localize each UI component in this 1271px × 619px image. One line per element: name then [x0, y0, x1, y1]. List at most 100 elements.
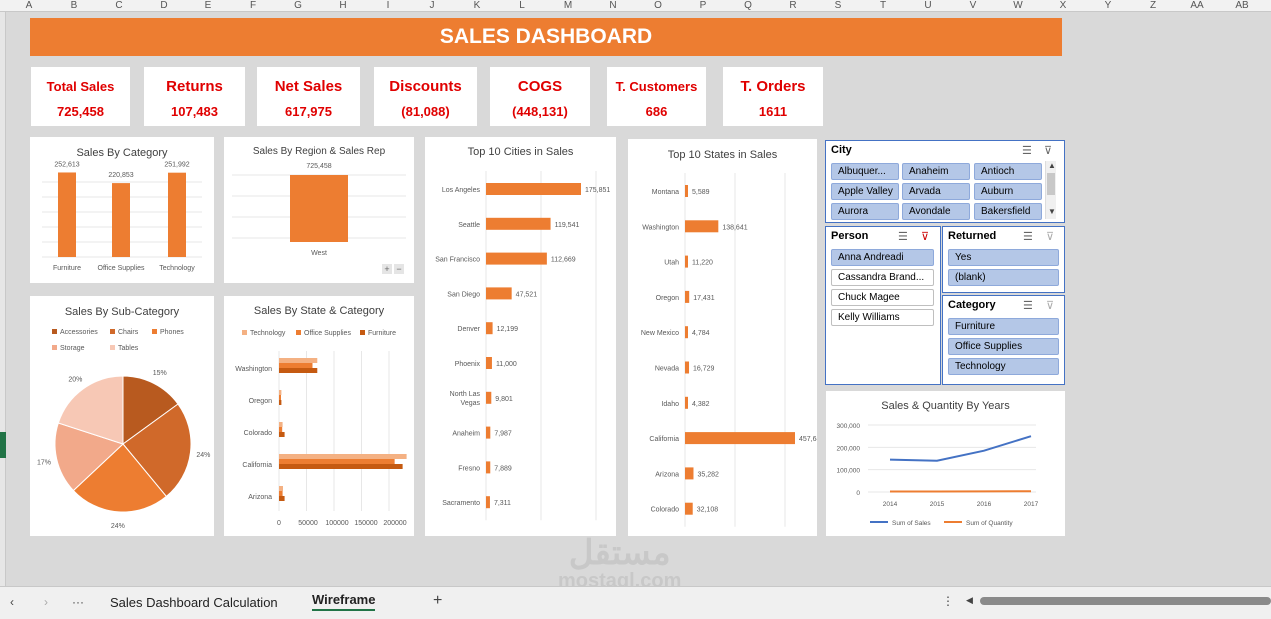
- scroll-down-icon[interactable]: ▼: [1048, 207, 1056, 216]
- column-header[interactable]: O: [654, 0, 662, 11]
- sales-by-subcategory-card[interactable]: Sales By Sub-Category Accessories Chairs P…: [30, 296, 214, 536]
- scroll-thumb[interactable]: [1047, 173, 1055, 195]
- kpi-value: (448,131): [512, 104, 568, 119]
- options-icon[interactable]: ⋮: [942, 594, 954, 608]
- tick-label: Arizona: [248, 494, 272, 501]
- sales-by-state-category-card[interactable]: Sales By State & Category Technology Offi…: [224, 296, 414, 536]
- tab-wireframe[interactable]: Wireframe: [312, 592, 376, 611]
- scroll-up-icon[interactable]: ▲: [1048, 161, 1056, 170]
- column-header[interactable]: I: [386, 0, 390, 11]
- slicer-item[interactable]: Auburn: [974, 183, 1042, 200]
- tab-sales-dashboard-calculation[interactable]: Sales Dashboard Calculation: [110, 595, 278, 610]
- slicer-item[interactable]: Office Supplies: [948, 338, 1059, 355]
- slicer-item[interactable]: Technology: [948, 358, 1059, 375]
- column-header[interactable]: F: [249, 0, 257, 11]
- tick-label: Anaheim: [452, 431, 480, 438]
- slicer-item[interactable]: Antioch: [974, 163, 1042, 180]
- top-states-card[interactable]: Top 10 States in Sales Montana 5,589 Washi…: [628, 139, 817, 536]
- data-label: 4,784: [692, 330, 710, 337]
- next-sheet-icon[interactable]: ›: [44, 595, 48, 609]
- bar: [685, 432, 795, 445]
- column-header[interactable]: Z: [1149, 0, 1157, 11]
- tick-label: 150000: [354, 520, 377, 527]
- slicer-item[interactable]: Chuck Magee: [831, 289, 934, 306]
- category-slicer[interactable]: Category ☰ ⊽ Furniture Office Supplies Tec…: [942, 295, 1065, 385]
- sales-quantity-years-chart: 0 100,000 200,000 300,000 2014 2015 2016 2017 Su…: [837, 423, 1039, 527]
- column-header[interactable]: B: [70, 0, 78, 11]
- bar: [58, 172, 76, 257]
- bar: [685, 326, 688, 339]
- slicer-item[interactable]: Arvada: [902, 183, 970, 200]
- column-header[interactable]: N: [609, 0, 617, 11]
- expand-button[interactable]: +: [382, 264, 392, 274]
- column-header[interactable]: AB: [1235, 0, 1249, 11]
- column-header[interactable]: P: [699, 0, 707, 11]
- sales-by-region-card[interactable]: Sales By Region & Sales Rep 725,458 West …: [224, 137, 414, 283]
- column-header[interactable]: Q: [744, 0, 752, 11]
- column-header[interactable]: E: [204, 0, 212, 11]
- clear-filter-icon[interactable]: ⊽: [1046, 300, 1055, 312]
- bar: [486, 252, 547, 265]
- data-label: 16,729: [693, 366, 715, 373]
- column-headers: A B C D E F G H I J K L M N O P Q R S T U V W X Y Z AA AB: [0, 0, 1271, 12]
- column-header[interactable]: K: [473, 0, 481, 11]
- tick-label: San Francisco: [435, 257, 480, 264]
- bar: [279, 491, 283, 496]
- prev-sheet-icon[interactable]: ‹: [10, 595, 14, 609]
- horizontal-scrollbar[interactable]: [980, 597, 1271, 605]
- column-header[interactable]: J: [429, 0, 435, 11]
- multi-select-icon[interactable]: ☰: [1023, 300, 1033, 312]
- column-header[interactable]: V: [969, 0, 977, 11]
- column-header[interactable]: D: [160, 0, 168, 11]
- returned-slicer[interactable]: Returned ☰ ⊽ Yes (blank): [942, 226, 1065, 293]
- slicer-item[interactable]: Furniture: [948, 318, 1059, 335]
- column-header[interactable]: T: [879, 0, 887, 11]
- multi-select-icon[interactable]: ☰: [1023, 231, 1033, 243]
- top-cities-card[interactable]: Top 10 Cities in Sales Los Angeles 175,85…: [425, 137, 616, 536]
- collapse-button[interactable]: −: [394, 264, 404, 274]
- column-header[interactable]: AA: [1190, 0, 1204, 11]
- column-header[interactable]: H: [339, 0, 347, 11]
- multi-select-icon[interactable]: ☰: [898, 231, 908, 243]
- slicer-item[interactable]: Apple Valley: [831, 183, 899, 200]
- add-sheet-icon[interactable]: +: [433, 592, 443, 609]
- clear-filter-icon[interactable]: ⊽: [921, 231, 930, 243]
- sales-by-category-card[interactable]: Sales By Category 252,613 Furniture 220,85…: [30, 137, 214, 283]
- slicer-item[interactable]: Albuquer...: [831, 163, 899, 180]
- slicer-item[interactable]: Kelly Williams: [831, 309, 934, 326]
- clear-filter-icon[interactable]: ⊽: [1044, 145, 1053, 157]
- column-header[interactable]: W: [1013, 0, 1023, 11]
- column-header[interactable]: L: [519, 0, 525, 11]
- slicer-item[interactable]: Anaheim: [902, 163, 970, 180]
- slicer-item[interactable]: Avondale: [902, 203, 970, 220]
- tick-label: North Las: [450, 391, 481, 398]
- data-label: 35,282: [697, 471, 719, 478]
- column-header[interactable]: U: [924, 0, 932, 11]
- slicer-scrollbar[interactable]: ▲ ▼: [1045, 161, 1056, 219]
- tick-label: 200000: [383, 520, 406, 527]
- sales-quantity-years-card[interactable]: Sales & Quantity By Years 0 100,000 200,00…: [826, 391, 1065, 536]
- multi-select-icon[interactable]: ☰: [1022, 145, 1032, 157]
- slicer-item[interactable]: Anna Andreadi: [831, 249, 934, 266]
- slicer-item[interactable]: Yes: [948, 249, 1059, 266]
- column-header[interactable]: M: [563, 0, 573, 11]
- bar: [685, 290, 690, 303]
- city-slicer[interactable]: City ☰ ⊽ Albuquer... Anaheim Antioch Apple …: [825, 140, 1065, 223]
- slicer-item[interactable]: Cassandra Brand...: [831, 269, 934, 286]
- column-header[interactable]: R: [789, 0, 797, 11]
- scroll-left-icon[interactable]: ◀: [966, 595, 973, 605]
- column-header[interactable]: A: [25, 0, 33, 11]
- clear-filter-icon[interactable]: ⊽: [1046, 231, 1055, 243]
- more-sheets-icon[interactable]: ···: [72, 595, 84, 609]
- slicer-item[interactable]: Aurora: [831, 203, 899, 220]
- column-header[interactable]: G: [294, 0, 302, 11]
- bar: [279, 400, 282, 405]
- column-header[interactable]: Y: [1104, 0, 1112, 11]
- column-header[interactable]: X: [1059, 0, 1067, 11]
- column-header[interactable]: S: [834, 0, 842, 11]
- person-slicer[interactable]: Person ☰ ⊽ Anna Andreadi Cassandra Brand.…: [825, 226, 941, 385]
- slicer-item[interactable]: Bakersfield: [974, 203, 1042, 220]
- column-header[interactable]: C: [115, 0, 123, 11]
- tick-label: 2015: [930, 501, 945, 508]
- slicer-item[interactable]: (blank): [948, 269, 1059, 286]
